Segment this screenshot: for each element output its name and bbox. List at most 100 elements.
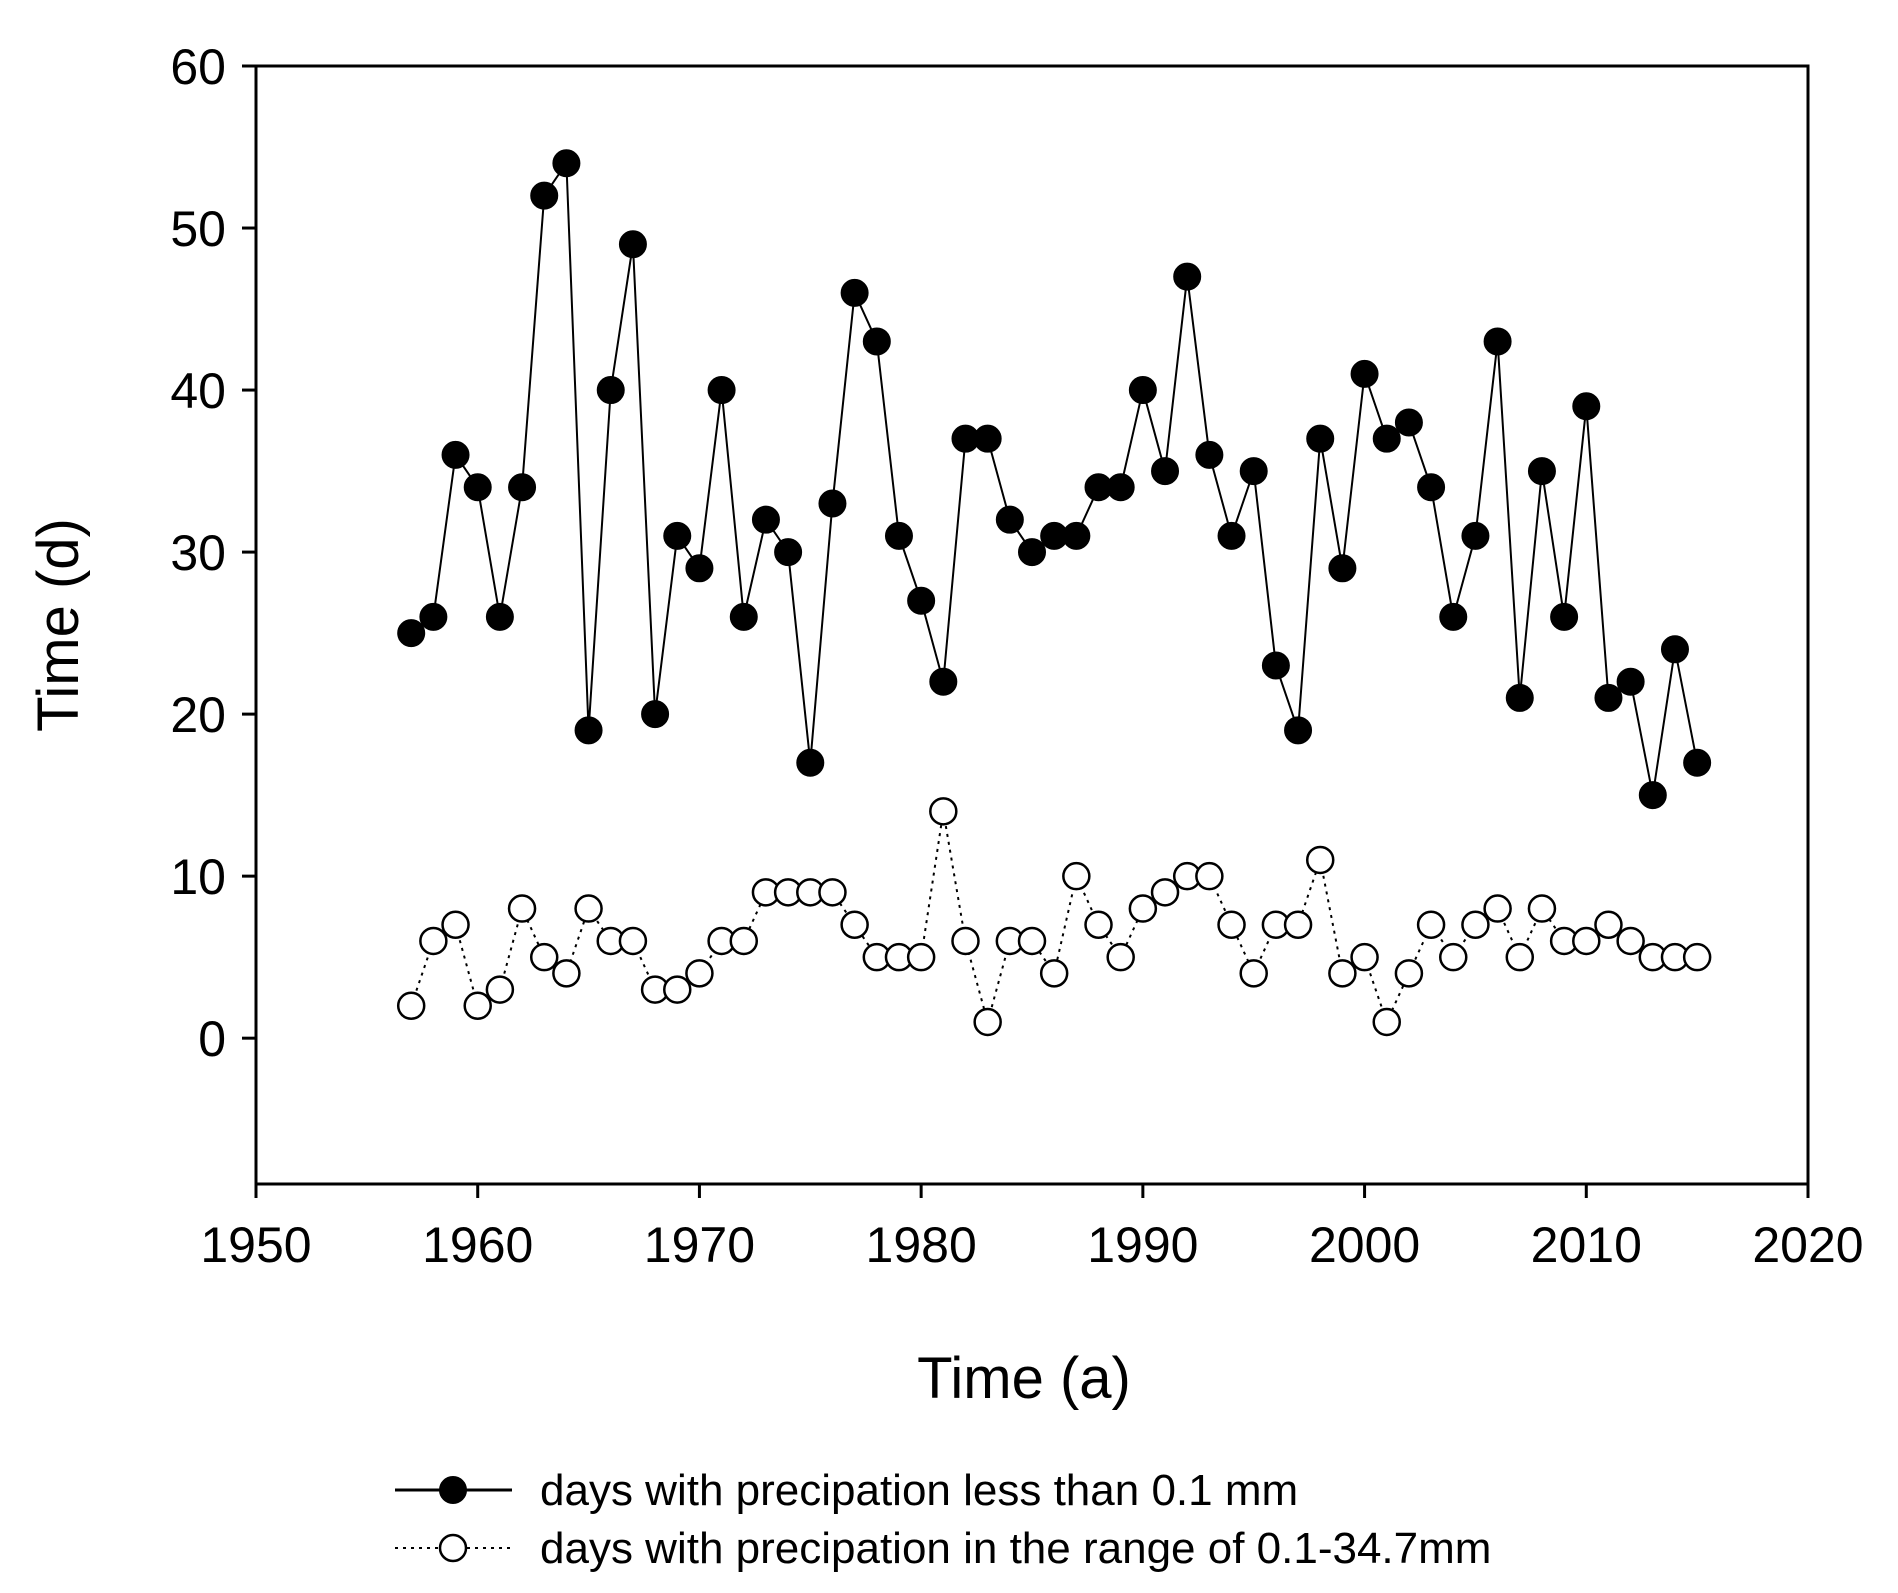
data-point xyxy=(818,878,847,907)
series-1 xyxy=(397,149,1712,810)
data-point xyxy=(396,991,426,1021)
data-point xyxy=(1350,359,1379,388)
data-point xyxy=(441,910,470,940)
data-point xyxy=(1505,683,1534,712)
data-point xyxy=(663,521,692,550)
data-point xyxy=(907,586,936,615)
data-point xyxy=(1638,781,1667,810)
data-point xyxy=(1461,910,1490,940)
plot-frame xyxy=(254,64,1810,1186)
legend-label-series-1: days with precipation less than 0.1 mm xyxy=(540,1466,1298,1515)
data-point xyxy=(463,991,492,1021)
data-point xyxy=(818,489,847,518)
x-tick-label: 2000 xyxy=(1309,1217,1420,1273)
data-point xyxy=(1217,521,1246,550)
x-tick-label: 1950 xyxy=(200,1217,311,1273)
data-point xyxy=(1284,716,1313,745)
data-point xyxy=(596,376,625,405)
series-layer xyxy=(396,149,1712,1037)
data-point xyxy=(1018,538,1046,567)
data-point xyxy=(1328,554,1357,583)
data-point xyxy=(1261,651,1290,680)
x-axis-title: Time (a) xyxy=(917,1346,1131,1411)
y-tick-label: 40 xyxy=(170,363,226,419)
x-tick-label: 1970 xyxy=(644,1217,755,1273)
data-point xyxy=(1416,910,1446,940)
x-axis-ticks: 1950 1960 1970 1980 1990 2000 2010 2020 xyxy=(200,1184,1864,1273)
data-point xyxy=(1572,392,1601,421)
data-point xyxy=(951,926,980,956)
data-point xyxy=(663,975,692,1004)
data-point xyxy=(1217,910,1246,940)
data-point xyxy=(1084,910,1113,940)
data-point xyxy=(1328,959,1357,988)
data-point xyxy=(840,278,869,307)
data-point xyxy=(529,942,559,972)
legend-marker-filled-circle xyxy=(439,1476,467,1504)
data-point xyxy=(685,554,714,583)
data-point xyxy=(929,667,958,696)
data-point xyxy=(1305,845,1335,875)
data-point xyxy=(1151,457,1180,486)
data-point xyxy=(973,424,1002,453)
data-point xyxy=(685,959,714,988)
data-point xyxy=(1372,1007,1401,1037)
data-point xyxy=(1128,894,1158,923)
data-point xyxy=(1483,327,1512,356)
data-point xyxy=(862,327,891,356)
data-point xyxy=(1394,408,1423,437)
legend-label-series-2: days with precipation in the range of 0.… xyxy=(540,1524,1491,1573)
y-tick-label: 10 xyxy=(170,849,226,905)
data-point xyxy=(485,602,514,631)
y-tick-label: 30 xyxy=(170,525,226,581)
data-point xyxy=(530,181,559,210)
data-point xyxy=(1439,942,1468,972)
data-point xyxy=(1062,861,1091,891)
data-point xyxy=(507,894,537,923)
data-point xyxy=(1394,959,1424,988)
data-point xyxy=(618,230,647,259)
data-point xyxy=(1616,667,1645,696)
legend: days with precipation less than 0.1 mm d… xyxy=(395,1466,1491,1573)
data-point xyxy=(441,440,470,469)
data-point xyxy=(1306,424,1335,453)
data-point xyxy=(508,473,537,502)
data-point xyxy=(1417,473,1446,502)
data-point xyxy=(397,619,426,648)
y-axis-title: Time (d) xyxy=(26,518,91,732)
data-point xyxy=(995,505,1024,534)
data-point xyxy=(1195,440,1224,469)
data-point xyxy=(1461,521,1490,550)
data-point xyxy=(552,149,581,178)
data-point xyxy=(463,473,492,502)
data-point xyxy=(906,942,936,972)
data-point xyxy=(1106,473,1135,502)
data-point xyxy=(1483,894,1512,923)
data-point xyxy=(929,797,958,826)
data-point xyxy=(1239,457,1268,486)
data-point xyxy=(1372,424,1401,453)
data-point xyxy=(1150,878,1180,907)
data-point xyxy=(707,376,736,405)
data-point xyxy=(1616,926,1645,956)
x-tick-label: 1980 xyxy=(866,1217,977,1273)
legend-marker-open-circle xyxy=(438,1533,468,1563)
data-point xyxy=(1572,926,1601,956)
data-point xyxy=(751,505,780,534)
data-point xyxy=(1173,262,1202,291)
data-point xyxy=(1527,894,1557,923)
data-point xyxy=(796,748,825,777)
data-point xyxy=(840,910,869,940)
data-point xyxy=(574,894,603,923)
data-point xyxy=(641,700,670,729)
data-point xyxy=(1039,959,1069,988)
data-point xyxy=(1106,942,1135,972)
data-point xyxy=(1682,942,1712,972)
y-tick-label: 0 xyxy=(198,1011,226,1067)
data-point xyxy=(1239,959,1268,988)
data-point xyxy=(1283,910,1313,940)
data-point xyxy=(1128,376,1157,405)
data-point xyxy=(774,538,803,567)
data-point xyxy=(1660,635,1689,664)
